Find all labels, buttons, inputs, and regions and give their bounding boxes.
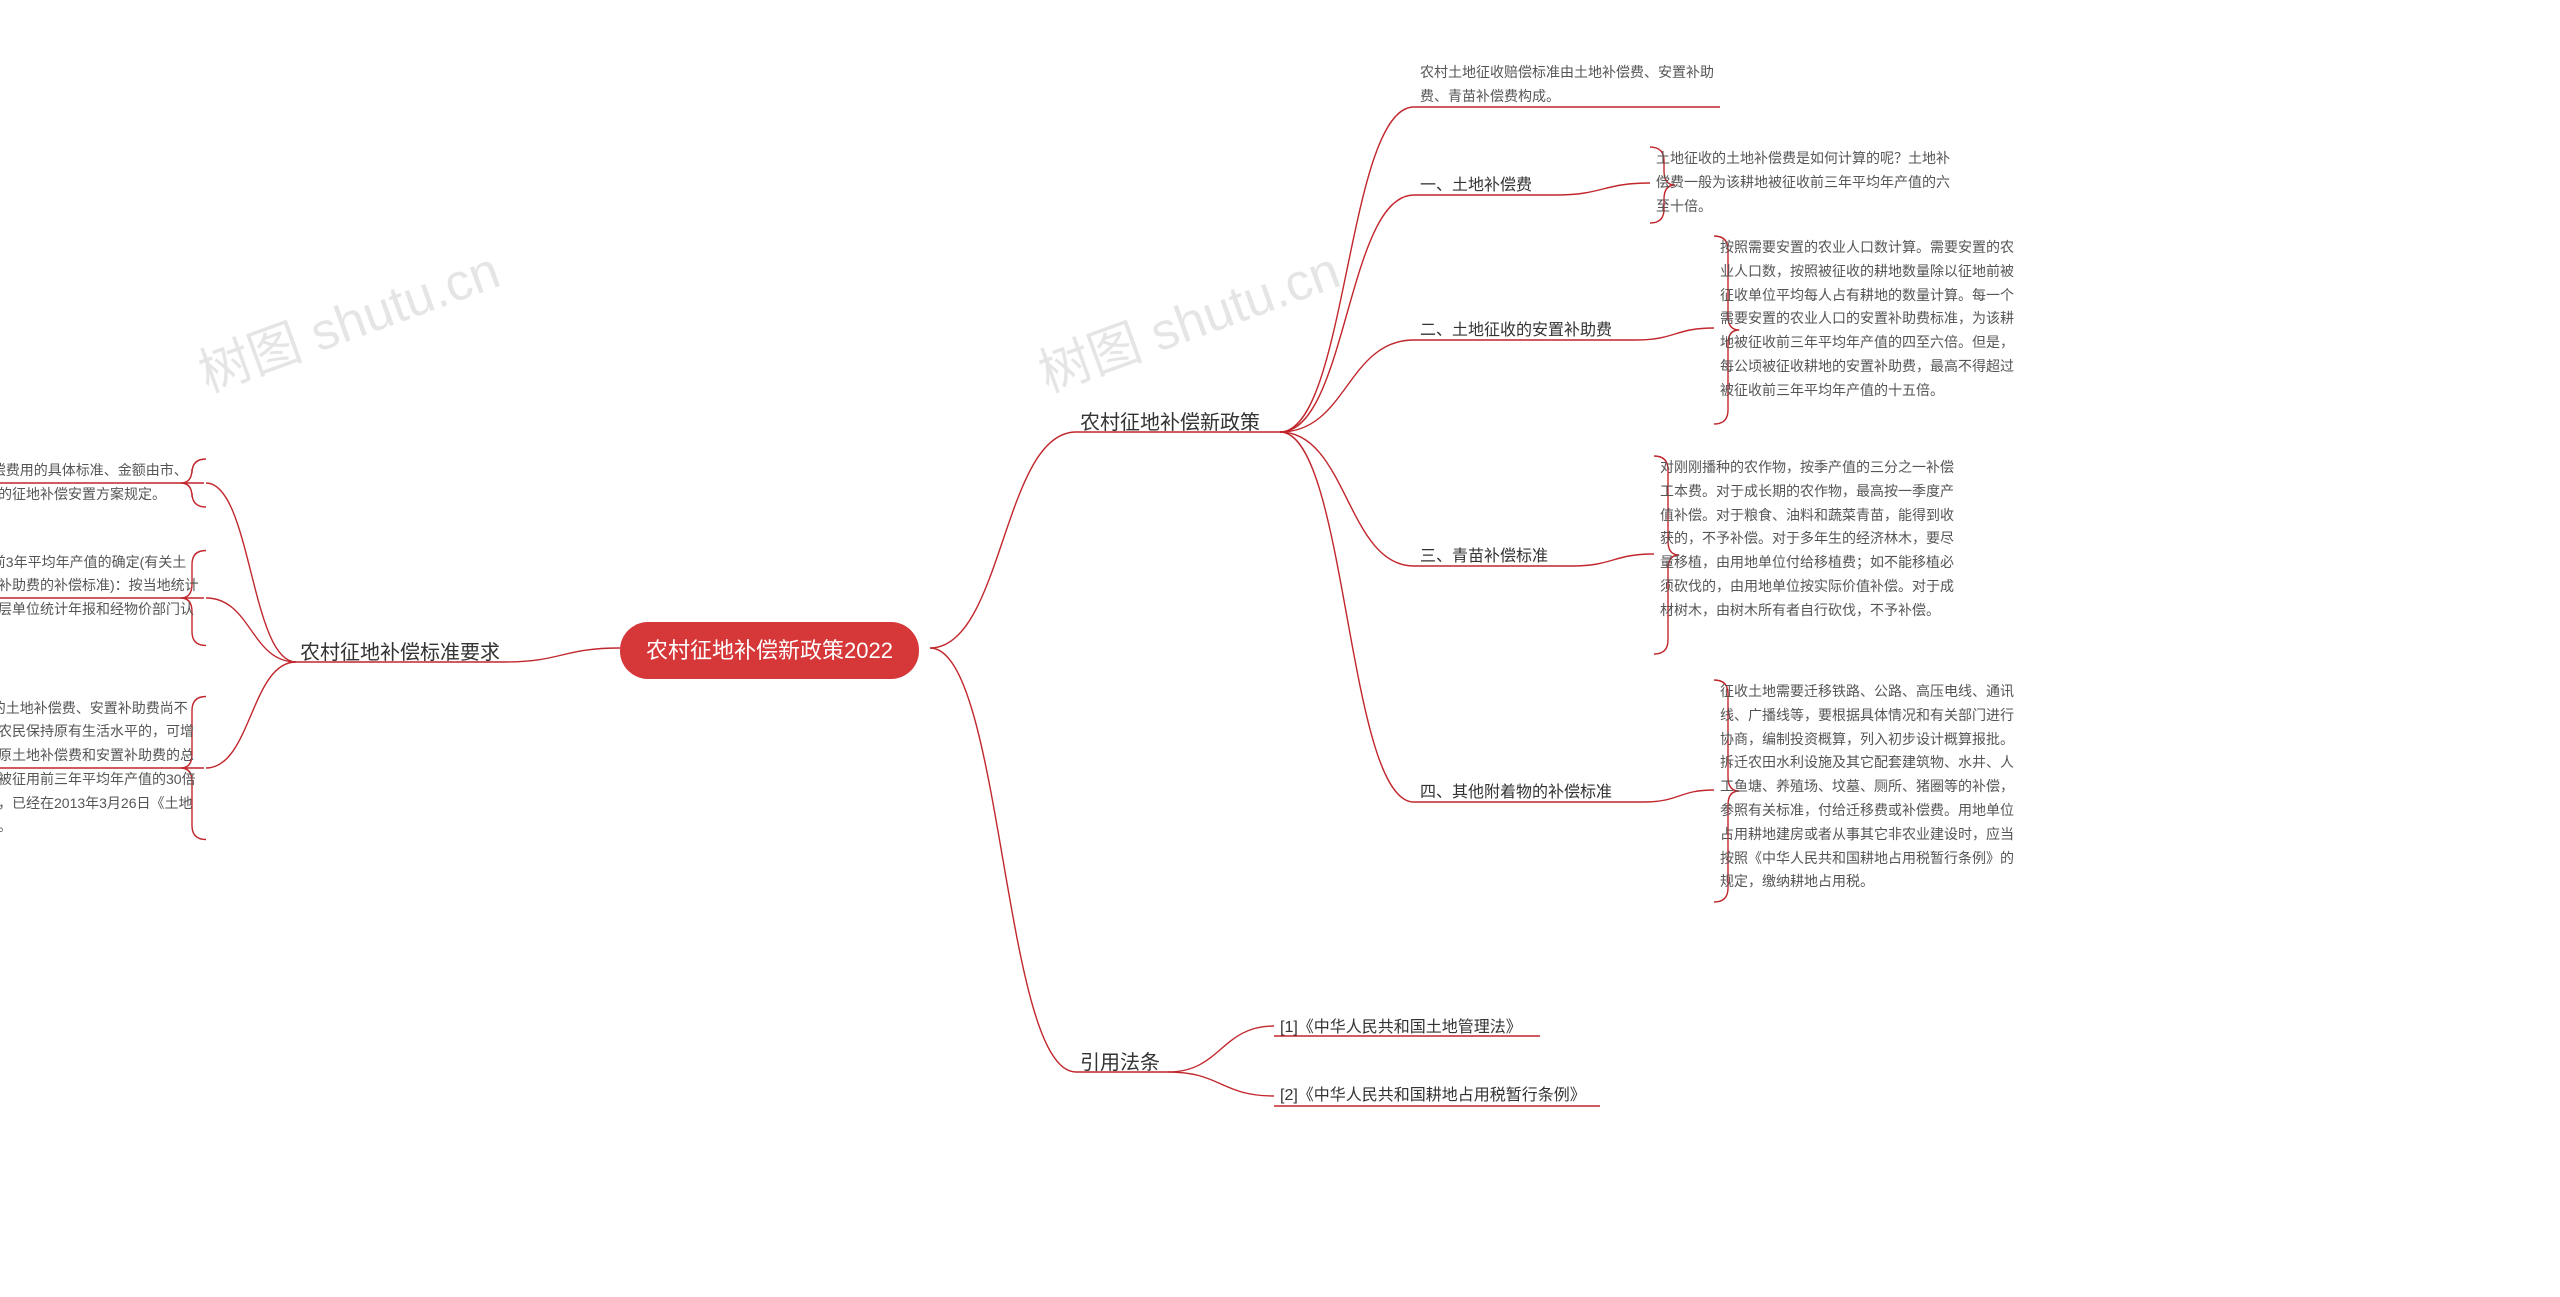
policy-sub-2-text: 按照需要安置的农业人口数计算。需要安置的农业人口数，按照被征收的耕地数量除以征地… [1720, 236, 2020, 403]
law-ref-2: [2]《中华人民共和国耕地占用税暂行条例》 [1280, 1082, 1586, 1110]
standard-2: 2、土地被征用前3年平均年产值的确定(有关土地补偿费、安置补助费的补偿标准)：按… [0, 551, 200, 646]
policy-sub-1[interactable]: 一、土地补偿费 [1420, 172, 1532, 200]
branch-policy[interactable]: 农村征地补偿新政策 [1080, 404, 1260, 442]
standard-1: 1、各项征地补偿费用的具体标准、金额由市、县政府依法批准的征地补偿安置方案规定。 [0, 459, 200, 507]
mindmap-canvas: 树图 shutu.cn 树图 shutu.cn 农村征地补偿新政策2022 农村征地补… [0, 0, 2560, 1297]
branch-standard[interactable]: 农村征地补偿标准要求 [300, 634, 500, 672]
policy-sub-4-text: 征收土地需要迁移铁路、公路、高压电线、通讯线、广播线等，要根据具体情况和有关部门… [1720, 680, 2020, 894]
watermark-1: 树图 shutu.cn [187, 228, 509, 406]
policy-sub-2[interactable]: 二、土地征收的安置补助费 [1420, 317, 1612, 345]
policy-sub-1-text: 土地征收的土地补偿费是如何计算的呢？土地补偿费一般为该耕地被征收前三年平均年产值… [1656, 147, 1956, 218]
law-ref-1: [1]《中华人民共和国土地管理法》 [1280, 1014, 1522, 1042]
center-node[interactable]: 农村征地补偿新政策2022 [620, 622, 919, 679]
standard-3: 3、按规定支付的土地补偿费、安置补助费尚不能使需要安置的农民保持原有生活水平的，… [0, 697, 200, 840]
policy-sub-3[interactable]: 三、青苗补偿标准 [1420, 543, 1548, 571]
policy-sub-4[interactable]: 四、其他附着物的补偿标准 [1420, 779, 1612, 807]
watermark-2: 树图 shutu.cn [1027, 228, 1349, 406]
branch-law[interactable]: 引用法条 [1080, 1044, 1160, 1082]
policy-sub-3-text: 对刚刚播种的农作物，按季产值的三分之一补偿工本费。对于成长期的农作物，最高按一季… [1660, 456, 1960, 623]
policy-intro: 农村土地征收赔偿标准由土地补偿费、安置补助费、青苗补偿费构成。 [1420, 61, 1720, 109]
